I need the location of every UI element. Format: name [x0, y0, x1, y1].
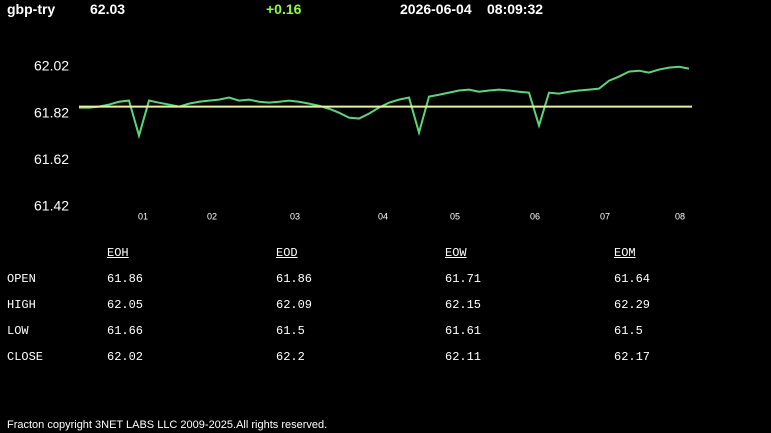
- footer: Fracton copyright 3NET LABS LLC 2009-202…: [7, 419, 328, 431]
- cell: 62.17: [614, 350, 651, 364]
- price: 62.03: [90, 1, 126, 17]
- row-label: OPEN: [7, 272, 36, 286]
- cell: 61.64: [614, 272, 651, 286]
- time: 08:09:32: [487, 1, 544, 17]
- cell: 62.09: [276, 298, 313, 312]
- x-tick-label: 07: [600, 211, 610, 221]
- date: 2026-06-04: [400, 1, 472, 17]
- row-label: HIGH: [7, 298, 36, 312]
- cell: 61.66: [107, 324, 144, 338]
- y-tick-label: 61.82: [34, 104, 69, 120]
- x-tick-label: 08: [675, 211, 685, 221]
- change: +0.16: [266, 1, 302, 17]
- cell: 61.5: [614, 324, 643, 338]
- cell: 61.5: [276, 324, 305, 338]
- price-line: [79, 65, 690, 140]
- row-label: CLOSE: [7, 350, 44, 364]
- cell: 62.05: [107, 298, 144, 312]
- x-tick-label: 02: [207, 211, 217, 221]
- x-tick-label: 06: [530, 211, 540, 221]
- cell: 62.29: [614, 298, 651, 312]
- cell: 62.2: [276, 350, 305, 364]
- cell: 62.15: [445, 298, 482, 312]
- row-label: LOW: [7, 324, 29, 338]
- chart: 61.42 61.62 61.82 62.02 01 02 03 04 05 06 07 08: [34, 58, 692, 221]
- column-header: EOM: [614, 246, 636, 260]
- cell: 61.71: [445, 272, 482, 286]
- cell: 62.02: [107, 350, 144, 364]
- column-header: EOH: [107, 246, 129, 260]
- x-tick-label: 05: [450, 211, 460, 221]
- cell: 61.61: [445, 324, 482, 338]
- y-tick-label: 61.42: [34, 198, 69, 214]
- y-tick-label: 62.02: [34, 58, 69, 74]
- x-tick-label: 04: [378, 211, 388, 221]
- symbol: gbp-try: [7, 1, 56, 17]
- cell: 61.86: [276, 272, 313, 286]
- y-tick-label: 61.62: [34, 151, 69, 167]
- column-header: EOW: [445, 246, 467, 260]
- column-header: EOD: [276, 246, 298, 260]
- x-tick-label: 01: [138, 211, 148, 221]
- cell: 62.11: [445, 350, 482, 364]
- cell: 61.86: [107, 272, 144, 286]
- x-tick-label: 03: [290, 211, 300, 221]
